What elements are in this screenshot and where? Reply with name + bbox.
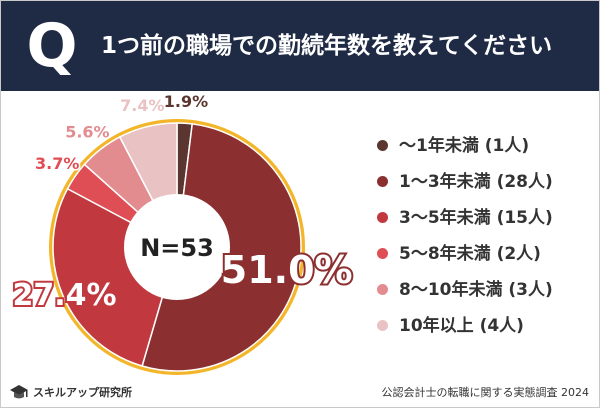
- slice-value-label: 5.6%: [65, 122, 109, 141]
- question-title: 1つ前の職場での勤続年数を教えてください: [101, 33, 553, 59]
- legend-label: 8〜10年未満 (3人): [399, 280, 553, 300]
- legend-swatch: [377, 248, 388, 259]
- legend-label: 1〜3年未満 (28人): [399, 172, 553, 192]
- source-caption: 公認会計士の転職に関する実態調査 2024: [381, 386, 590, 399]
- legend-label: 〜1年未満 (1人): [399, 136, 530, 156]
- legend-swatch: [377, 176, 388, 187]
- donut-chart: N=53 1.9% 51.0% 27.4% 3.7% 5.6% 7.4%: [11, 91, 355, 375]
- donut-hole: [124, 194, 230, 300]
- legend-swatch: [377, 140, 388, 151]
- legend-swatch: [377, 284, 388, 295]
- slice-value-label: 51.0%: [221, 248, 353, 292]
- slice-value-label: 27.4%: [13, 278, 117, 313]
- sample-size-label: N=53: [140, 234, 214, 262]
- slice-value-label: 1.9%: [164, 92, 208, 111]
- legend-swatch: [377, 212, 388, 223]
- legend-label: 10年以上 (4人): [399, 316, 524, 336]
- legend-swatch: [377, 320, 388, 331]
- legend-label: 3〜5年未満 (15人): [399, 208, 553, 228]
- logo-text: スキルアップ研究所: [33, 386, 132, 399]
- legend-label: 5〜8年未満 (2人): [399, 244, 541, 264]
- graduation-cap-icon: [10, 385, 28, 399]
- slice-value-label: 7.4%: [120, 96, 164, 115]
- question-mark-logo: Q: [26, 11, 78, 81]
- header-bar: Q 1つ前の職場での勤続年数を教えてください: [1, 1, 599, 91]
- slice-value-label: 3.7%: [35, 154, 79, 173]
